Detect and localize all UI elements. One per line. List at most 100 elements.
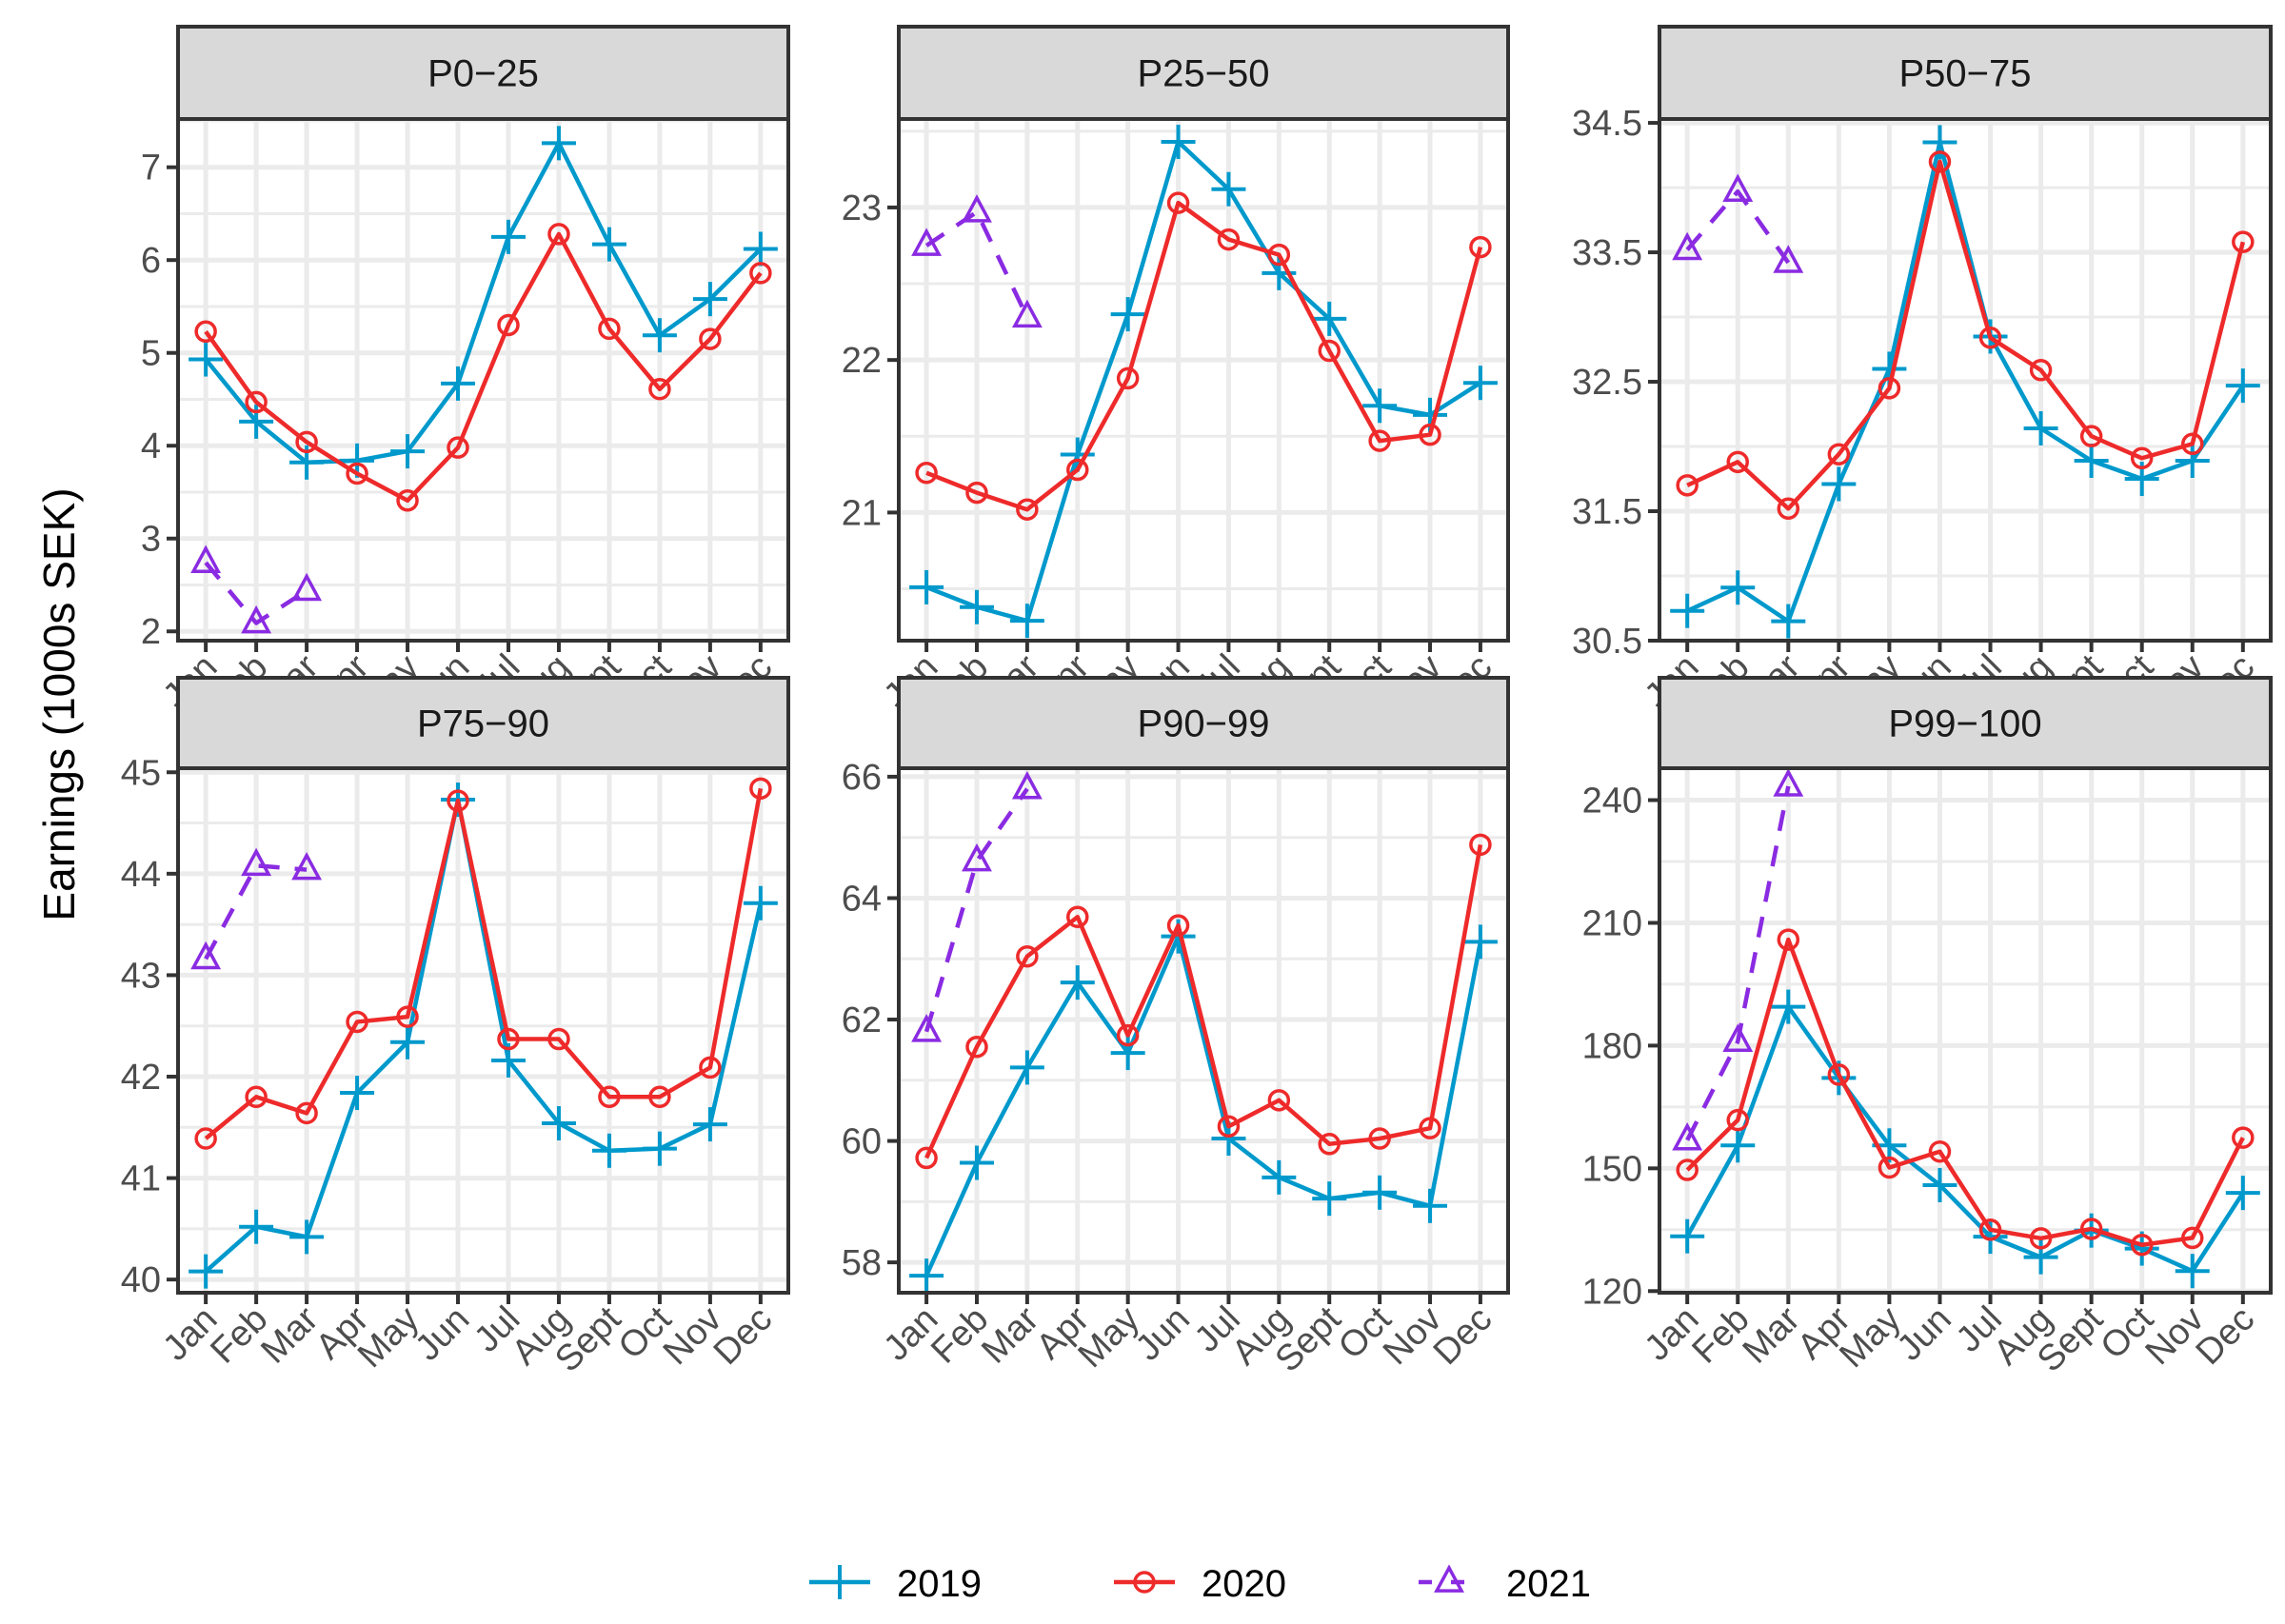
- data-point-2020-Apr: [346, 1010, 368, 1034]
- series-line-2021: [1685, 188, 1791, 265]
- facet-title: P99−100: [1888, 703, 2041, 745]
- data-point-2021-Mar: [291, 851, 323, 881]
- y-tick-label: 240: [1582, 782, 1642, 822]
- data-point-2020-Mar: [295, 430, 318, 454]
- series-line-2021: [204, 561, 308, 625]
- plot-area: [178, 768, 788, 1293]
- series-line-2021: [1685, 785, 1791, 1141]
- data-point-2020-Jan: [915, 461, 938, 485]
- y-tick-label: 2: [141, 612, 161, 652]
- y-tick-label: 64: [842, 879, 882, 919]
- data-point-2020-Oct: [1368, 1127, 1391, 1150]
- data-point-2020-Jan: [915, 1146, 938, 1170]
- data-point-2020-Mar: [295, 1101, 318, 1125]
- data-point-2020-Dec: [2232, 1126, 2255, 1149]
- legend-label: 2019: [897, 1563, 982, 1605]
- data-point-2020-Jan: [1676, 1159, 1699, 1181]
- data-point-2020-Sept: [598, 1085, 621, 1109]
- data-point-2021-Jan: [911, 1014, 943, 1042]
- panels: P0−25234567JanFebMarAprMayJunJulAugSeptO…: [121, 25, 2273, 1380]
- facet-strip: [1658, 25, 2273, 121]
- data-point-2021-Jan: [190, 545, 222, 573]
- data-point-2020-Jul: [1978, 1218, 2002, 1241]
- data-point-2020-Nov: [1419, 1117, 1441, 1139]
- panel-4: P90−995860626466JanFebMarAprMayJunJulAug…: [842, 676, 1510, 1380]
- series-line-2021: [924, 787, 1029, 1033]
- y-tick-label: 42: [121, 1058, 161, 1098]
- facet-strip: [1658, 676, 2273, 770]
- data-point-2020-Apr: [346, 462, 368, 485]
- y-tick-label: 30.5: [1572, 622, 1642, 662]
- data-point-2021-Feb: [962, 194, 992, 223]
- data-point-2020-Oct: [2130, 1233, 2154, 1257]
- data-point-2020-Dec: [749, 777, 772, 801]
- data-point-2021-Feb: [962, 842, 992, 872]
- data-point-2020-Mar: [1016, 498, 1039, 521]
- data-point-2020-Jul: [1217, 1115, 1241, 1139]
- data-point-2020-Jun: [1166, 914, 1190, 937]
- facet-title: P90−99: [1137, 703, 1269, 745]
- series-line-2019: [204, 141, 763, 465]
- panel-1: P25−50212223JanFebMarAprMayJunJulAugSept…: [842, 25, 1510, 728]
- y-tick-label: 7: [141, 149, 161, 188]
- data-point-2020-Oct: [1368, 429, 1391, 452]
- data-point-2021-Jan: [190, 941, 222, 970]
- data-point-2020-Dec: [2232, 230, 2255, 253]
- legend-label: 2020: [1202, 1563, 1286, 1605]
- data-point-2020-Jan: [194, 1127, 217, 1150]
- data-point-2020-Jan: [1676, 474, 1699, 497]
- facet-strip: [176, 25, 790, 121]
- y-tick-label: 210: [1582, 903, 1642, 943]
- data-point-2020-Sept: [2079, 425, 2103, 447]
- data-point-2021-Mar: [291, 572, 323, 602]
- data-point-2020-Jul: [1978, 327, 2002, 349]
- facet-title: P0−25: [427, 53, 539, 95]
- data-point-2020-Apr: [1827, 1063, 1851, 1086]
- data-point-2020-May: [1878, 377, 1901, 400]
- data-point-2020-Aug: [547, 223, 570, 246]
- data-point-2020-Feb: [245, 390, 268, 414]
- facet-strip: [176, 676, 790, 770]
- y-tick-label: 33.5: [1572, 233, 1642, 273]
- y-tick-label: 66: [842, 758, 882, 798]
- data-point-2020-May: [1116, 366, 1140, 390]
- data-point-2020-Nov: [1419, 423, 1441, 446]
- y-tick-label: 120: [1582, 1272, 1642, 1312]
- data-point-2021-Mar: [1011, 299, 1043, 328]
- data-point-2020-May: [1116, 1023, 1140, 1047]
- legend-item-2019: 2019: [809, 1563, 982, 1605]
- y-tick-label: 41: [121, 1159, 161, 1199]
- data-point-2020-Oct: [2130, 446, 2154, 470]
- facet-strip: [897, 676, 1510, 770]
- data-point-2020-Sept: [1318, 1133, 1341, 1156]
- series-line-2019: [1685, 1004, 2245, 1274]
- data-point-2021-Jan: [1672, 231, 1703, 261]
- data-point-2021-Mar: [1773, 768, 1804, 797]
- plot-area: [1659, 768, 2271, 1293]
- data-point-2020-Nov: [699, 327, 722, 350]
- data-point-2020-Feb: [1726, 1108, 1749, 1132]
- legend-item-2020: 2020: [1114, 1563, 1286, 1605]
- plot-area: [899, 119, 1508, 641]
- data-point-2020-Nov: [2181, 432, 2204, 456]
- y-tick-label: 21: [842, 493, 882, 533]
- y-tick-label: 6: [141, 241, 161, 281]
- data-point-2020-Apr: [1827, 443, 1851, 465]
- panel-2: P50−7530.531.532.533.534.5JanFebMarAprMa…: [1572, 25, 2273, 728]
- data-point-2020-Aug: [547, 1027, 570, 1051]
- data-point-2020-Jul: [497, 313, 520, 337]
- panel-0: P0−25234567JanFebMarAprMayJunJulAugSeptO…: [141, 25, 790, 728]
- panel-5: P99−100120150180210240JanFebMarAprMayJun…: [1582, 676, 2273, 1380]
- data-point-2020-Feb: [965, 1035, 988, 1059]
- y-tick-label: 45: [121, 753, 161, 793]
- series-line-2019: [1686, 140, 2245, 624]
- y-tick-label: 180: [1582, 1026, 1642, 1066]
- data-point-2020-Aug: [2029, 1227, 2053, 1250]
- y-tick-label: 44: [121, 855, 161, 895]
- legend: 2019 2020 2021: [809, 1563, 1591, 1605]
- y-tick-label: 62: [842, 1000, 882, 1040]
- series-line-2021: [924, 209, 1029, 319]
- y-axis-title: Earnings (1000s SEK): [34, 487, 84, 921]
- data-point-2020-Dec: [1469, 833, 1492, 857]
- legend-marker-triangle: [1434, 1564, 1464, 1593]
